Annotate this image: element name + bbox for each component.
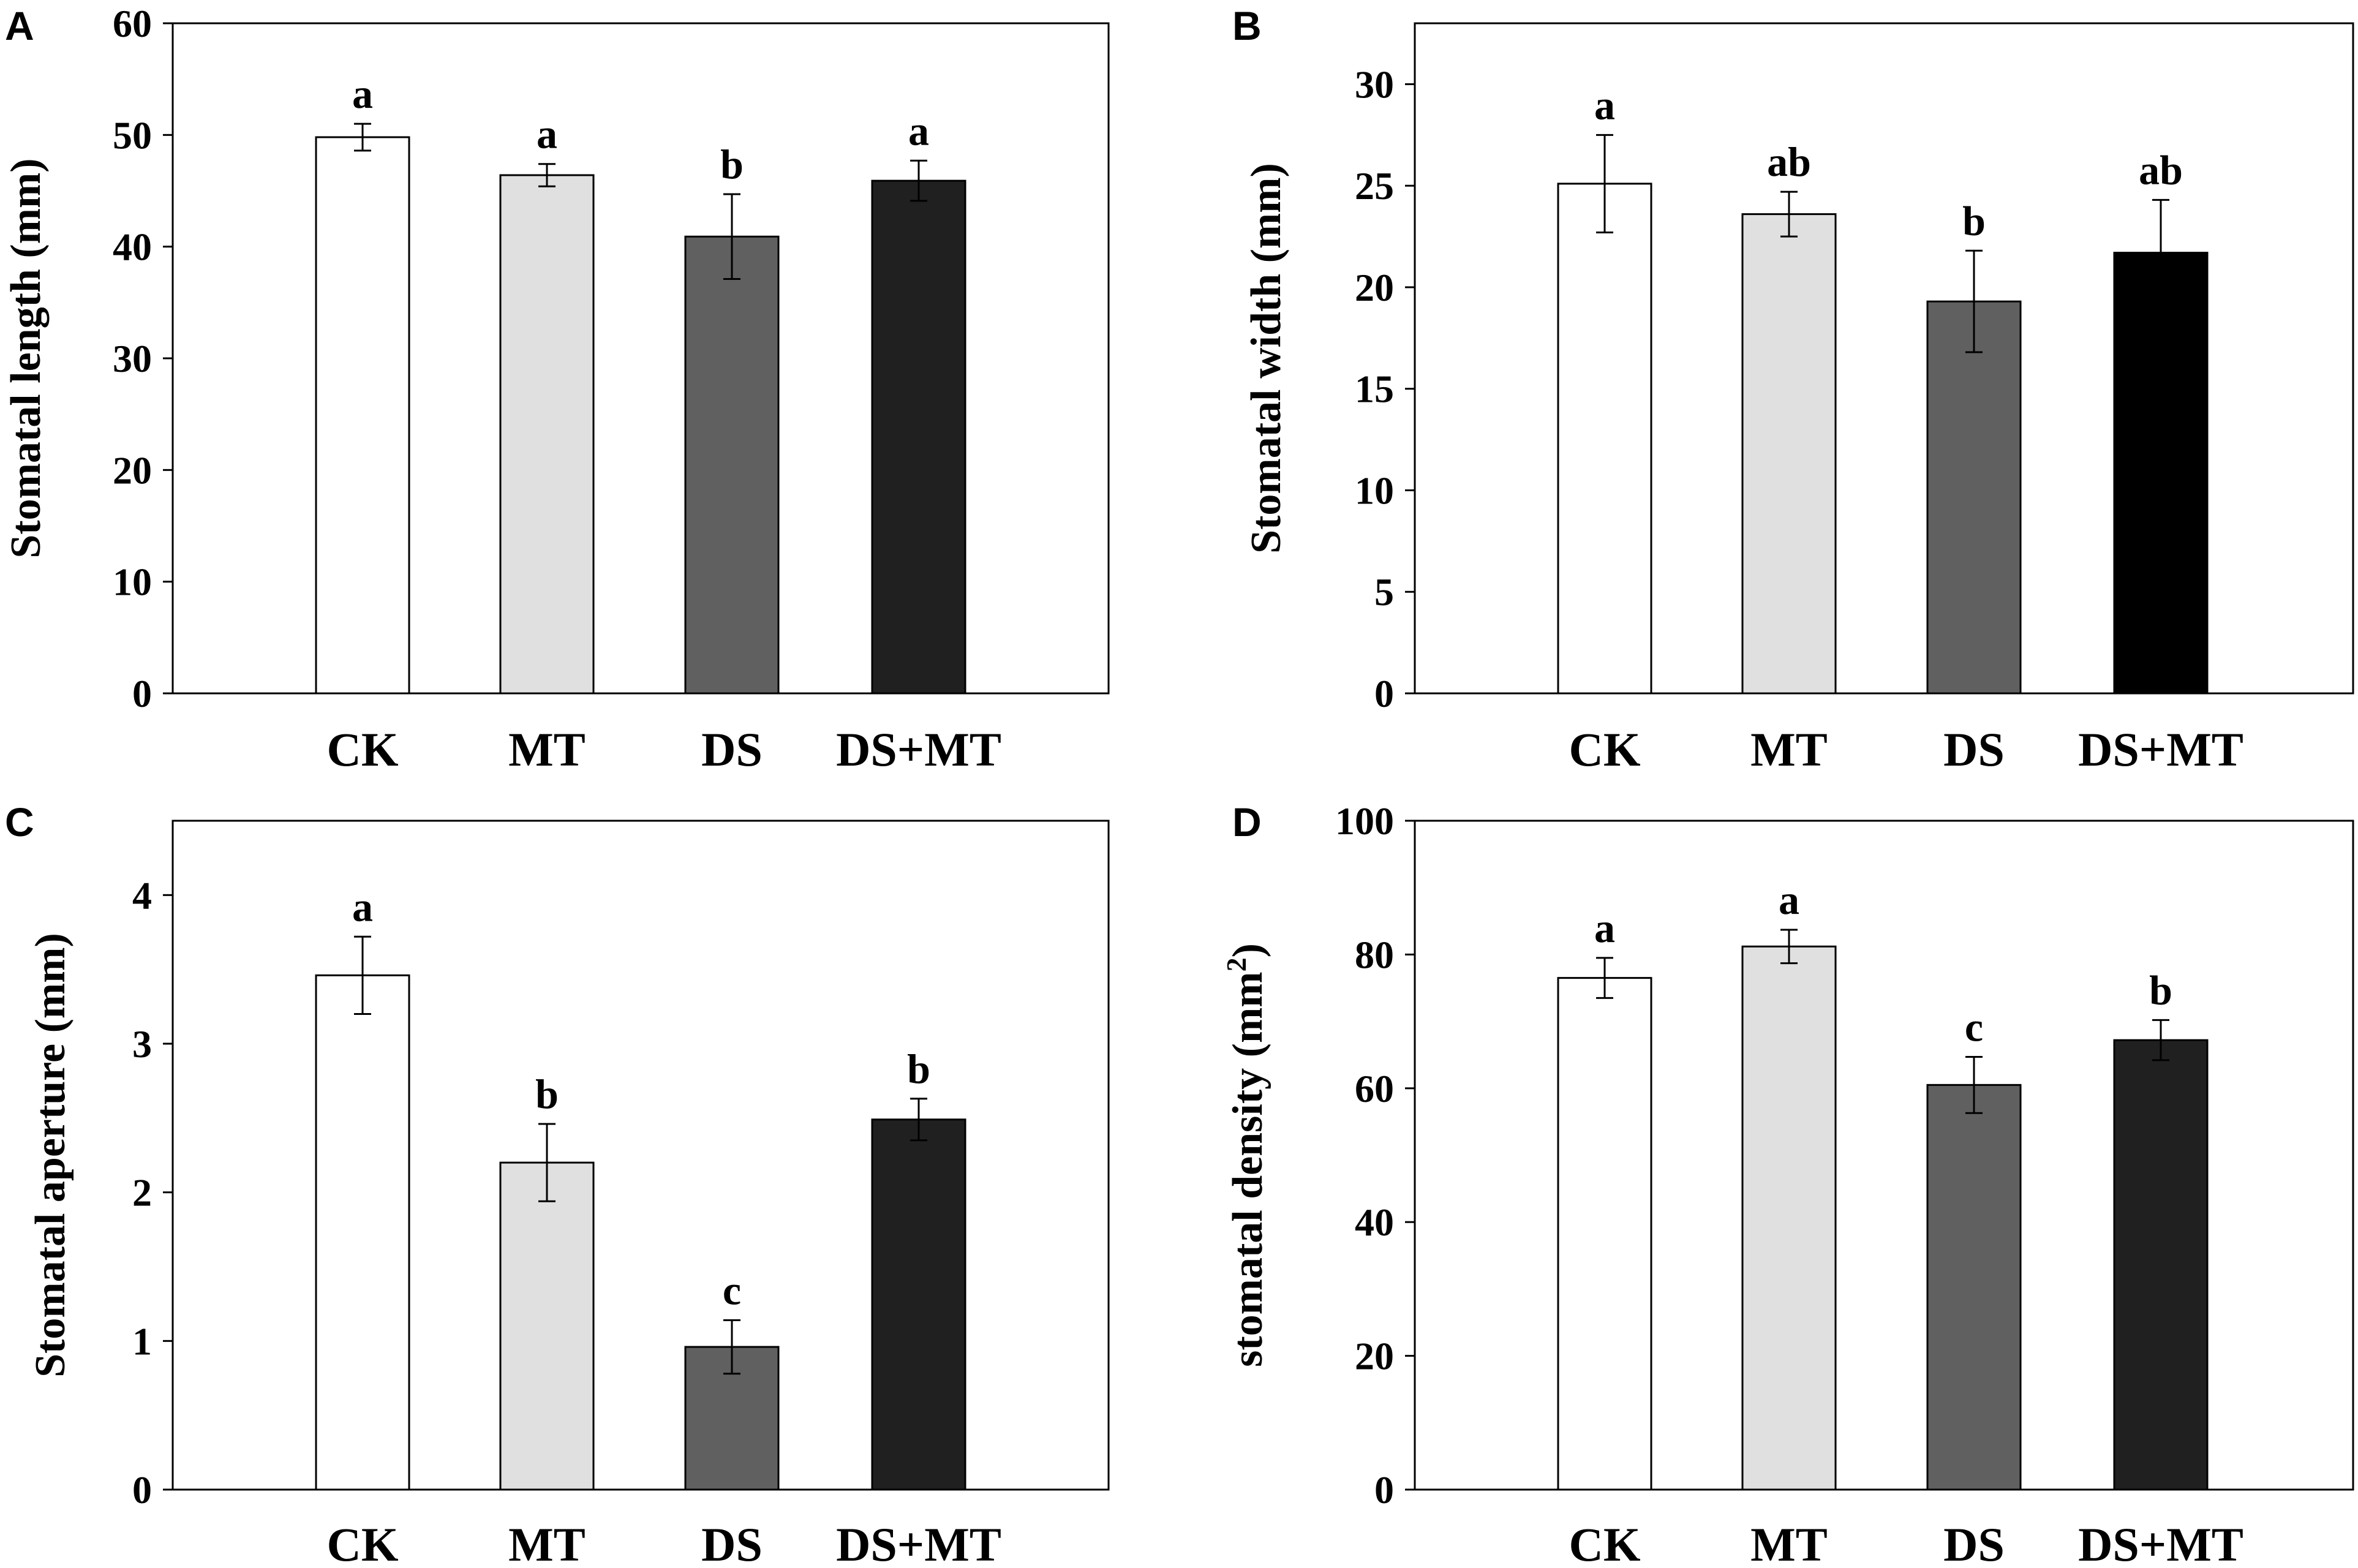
x-category-label: MT (1750, 723, 1828, 776)
y-tick-label: 50 (113, 113, 152, 157)
y-tick-label: 40 (1355, 1200, 1394, 1244)
significance-label: a (537, 111, 557, 157)
plot-frame (171, 22, 1110, 695)
bar (315, 136, 410, 695)
bar (871, 179, 966, 695)
y-axis-title-text: stomatal density (mm (1224, 971, 1271, 1366)
significance-label: c (723, 1267, 741, 1313)
bar (1741, 213, 1837, 695)
significance-label: ab (1767, 138, 1811, 185)
y-tick-label: 20 (113, 448, 152, 492)
bar (871, 1118, 966, 1491)
x-category-label: DS (701, 1518, 763, 1568)
x-category-label: CK (1569, 1518, 1641, 1568)
x-category-label: DS+MT (2078, 1518, 2243, 1568)
y-tick-label: 4 (132, 873, 152, 917)
y-tick-label: 80 (1355, 933, 1394, 976)
bar (2113, 1039, 2209, 1491)
y-axis-title-text: Stomatal aperture (mm) (27, 933, 74, 1378)
significance-label: a (1594, 905, 1615, 951)
plot-frame (1414, 820, 2354, 1491)
bar (1741, 945, 1837, 1491)
y-tick-label: 10 (113, 560, 152, 604)
y-tick-label: 60 (1355, 1067, 1394, 1110)
bar (2113, 252, 2209, 695)
y-axis-title-text: Stomatal length (mm) (2, 158, 50, 558)
y-tick-label: 1 (132, 1319, 152, 1363)
significance-label: ab (2139, 146, 2183, 193)
significance-label: a (908, 107, 929, 154)
y-tick-label: 5 (1374, 570, 1394, 614)
panel-c: C 0 1 2 3 4 Stomatal aperture (mm) a CK b MT c DS b DS… (5, 799, 1110, 1568)
significance-label: c (1965, 1003, 1983, 1050)
plot-frame (171, 820, 1110, 1491)
y-tick-label: 0 (132, 672, 152, 715)
y-tick-label: 30 (1355, 62, 1394, 106)
y-tick-label: 40 (113, 225, 152, 269)
x-category-label: MT (508, 1518, 586, 1568)
bar (1926, 1084, 2022, 1491)
y-tick-label: 0 (132, 1468, 152, 1512)
significance-label: a (1594, 81, 1615, 128)
x-category-label: DS (1943, 723, 2005, 776)
significance-label: a (352, 883, 373, 930)
panel-letter: D (1232, 799, 1262, 845)
x-category-label: CK (327, 1518, 399, 1568)
x-category-label: CK (327, 723, 399, 776)
y-axis-title: stomatal density (mm2) (1221, 943, 1271, 1367)
y-tick-label: 15 (1355, 368, 1394, 411)
bar (1926, 300, 2022, 695)
bar (1557, 977, 1652, 1491)
y-tick-label: 20 (1355, 266, 1394, 309)
panel-b: B 0 5 10 15 20 25 30 Stomatal width (mm) a CK ab MT b… (1232, 3, 2354, 776)
y-axis-title-superscript: 2 (1221, 957, 1252, 971)
plot-frame (1414, 22, 2354, 695)
y-tick-label: 60 (113, 2, 152, 45)
x-category-label: DS (701, 723, 763, 776)
bar (1557, 183, 1652, 695)
y-axis-title: Stomatal length (mm) (2, 158, 50, 558)
y-tick-label: 30 (113, 337, 152, 380)
y-axis-title: Stomatal width (mm) (1243, 163, 1290, 554)
bar (684, 235, 780, 695)
panel-letter: A (5, 3, 34, 48)
x-category-label: DS+MT (2078, 723, 2243, 776)
y-tick-label: 2 (132, 1171, 152, 1215)
y-tick-label: 25 (1355, 164, 1394, 208)
y-tick-label: 3 (132, 1022, 152, 1066)
significance-label: a (1779, 876, 1799, 923)
significance-label: a (352, 70, 373, 117)
x-category-label: DS (1943, 1518, 2005, 1568)
panel-a: A 0 10 20 30 40 50 60 Stomatal length (mm) a CK a MT… (2, 2, 1110, 776)
significance-label: b (907, 1046, 930, 1092)
x-category-label: DS+MT (836, 723, 1001, 776)
panel-letter: C (5, 799, 34, 845)
y-tick-label: 0 (1374, 1468, 1394, 1512)
y-tick-label: 100 (1335, 799, 1394, 843)
x-category-label: MT (1750, 1518, 1828, 1568)
x-category-label: CK (1569, 723, 1641, 776)
y-tick-label: 20 (1355, 1335, 1394, 1378)
panel-letter: B (1232, 3, 1262, 48)
significance-label: b (535, 1071, 559, 1117)
y-axis-title-text: Stomatal width (mm) (1243, 163, 1290, 554)
y-axis-title: Stomatal aperture (mm) (27, 933, 74, 1378)
y-axis-title-tail: ) (1224, 943, 1271, 957)
bar (315, 974, 410, 1491)
x-category-label: MT (508, 723, 586, 776)
y-tick-label: 0 (1374, 672, 1394, 715)
panel-d: D 0 20 40 60 80 100 stomatal density (mm2) a CK a M… (1221, 799, 2354, 1568)
bar (499, 1161, 595, 1491)
significance-label: b (720, 141, 744, 187)
x-category-label: DS+MT (836, 1518, 1001, 1568)
significance-label: b (1962, 197, 1986, 244)
bar (499, 174, 595, 695)
y-tick-label: 10 (1355, 469, 1394, 512)
significance-label: b (2149, 967, 2172, 1013)
